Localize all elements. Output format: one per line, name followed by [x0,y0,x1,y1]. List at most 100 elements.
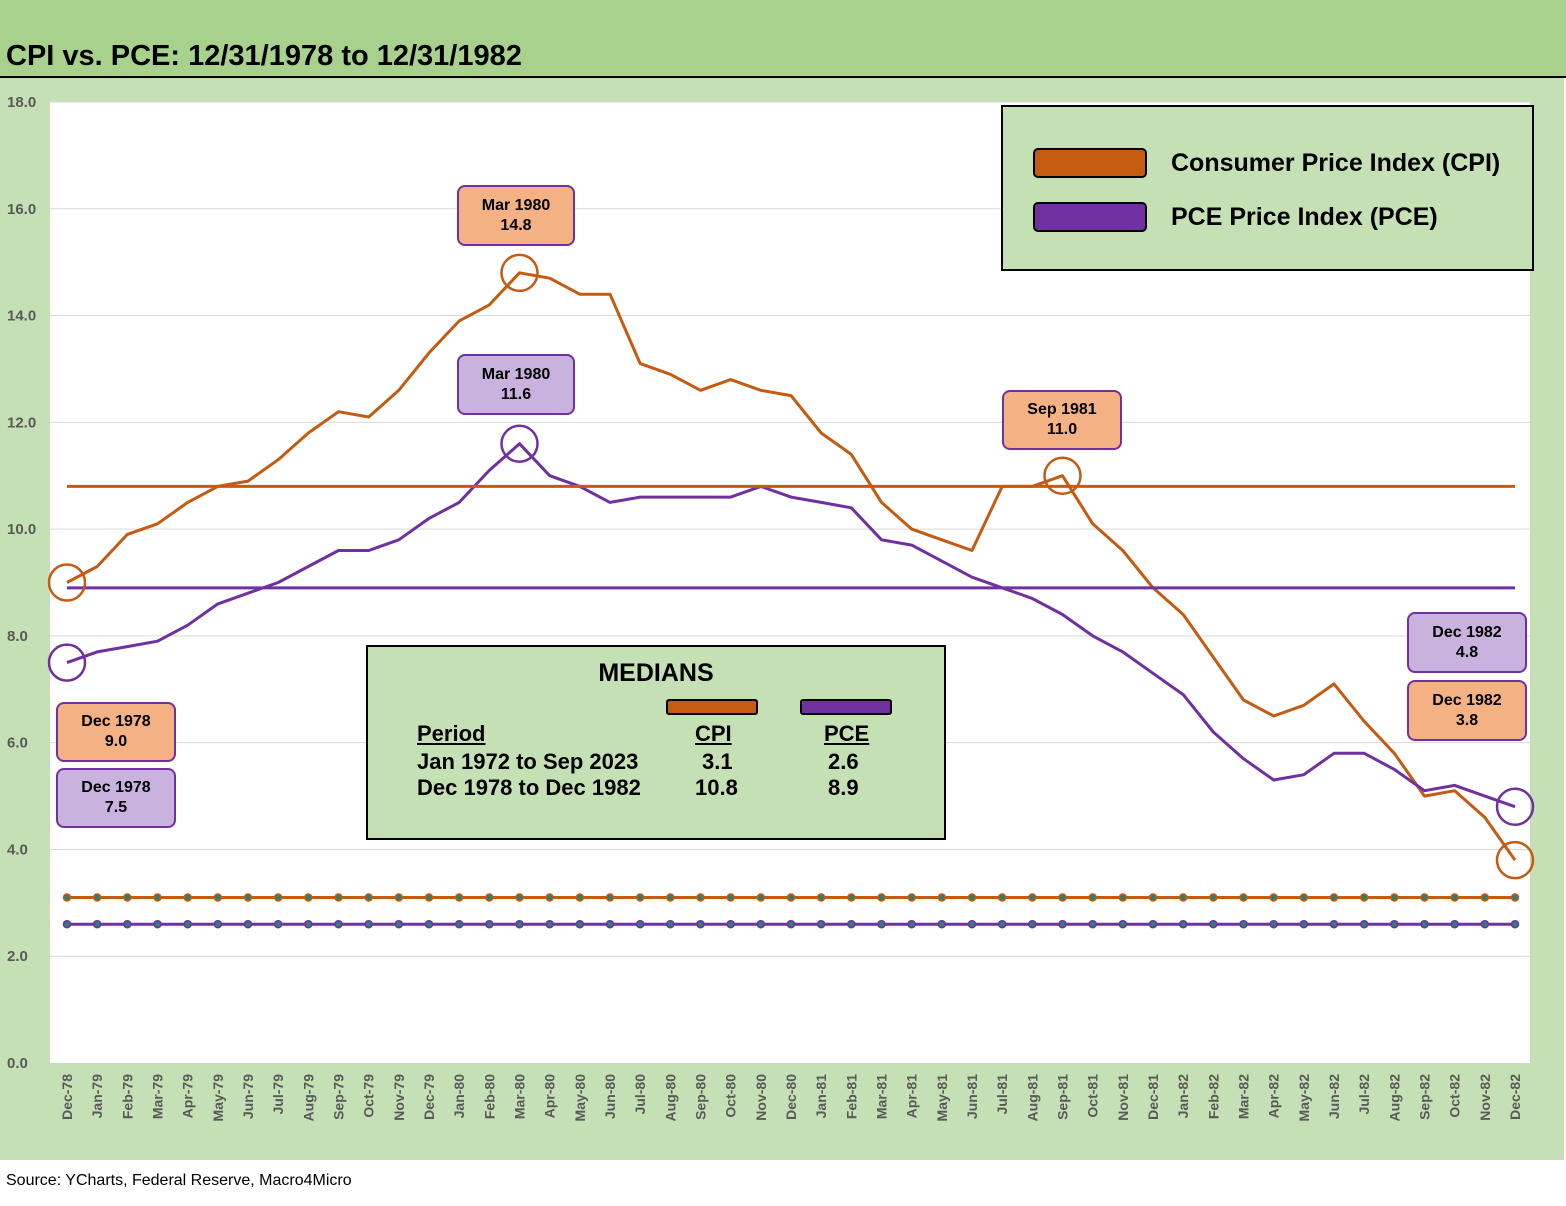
callout-date: Mar 1980 [481,196,551,214]
median-marker [364,919,373,929]
median-marker [726,893,735,902]
chart-title: CPI vs. PCE: 12/31/1978 to 12/31/1982 [6,40,522,72]
median-marker [786,919,796,929]
x-tick-label: Jul-82 [1356,1074,1372,1115]
median-marker [1329,893,1339,902]
x-tick-label: Jan-80 [451,1074,467,1119]
median-marker [1148,893,1158,902]
median-marker [1209,919,1218,929]
x-tick-label: Aug-80 [662,1074,678,1122]
median-marker [907,893,916,902]
x-tick-label: Nov-80 [753,1074,769,1121]
median-marker [515,893,524,902]
x-tick-label: Jul-79 [270,1074,286,1115]
x-tick-label: Jan-82 [1175,1074,1191,1119]
x-tick-label: Mar-80 [512,1074,528,1119]
median-marker [937,893,947,902]
median-marker [1088,919,1097,929]
x-tick-label: May-82 [1296,1074,1312,1122]
median-marker [183,919,192,929]
x-tick-label: Dec-80 [783,1074,799,1120]
callout-value: 9.0 [104,733,128,750]
median-marker [1148,919,1158,929]
median-marker [1299,893,1309,902]
x-tick-label: Dec-79 [421,1074,437,1120]
x-tick-label: Dec-81 [1145,1074,1161,1120]
callout-cpi-sep-1981: Sep 1981 11.0 [1002,390,1122,450]
x-tick-label: Dec-78 [59,1074,75,1120]
callout-value: 3.8 [1455,711,1479,729]
median-marker [1028,893,1037,902]
x-tick-label: Oct-80 [723,1074,739,1118]
median-marker [877,893,886,902]
median-marker [605,919,615,929]
x-tick-label: Jul-80 [632,1074,648,1115]
median-marker [364,893,373,902]
y-tick-label: 12.0 [7,414,36,431]
legend-item-pce: PCE Price Index (PCE) [1033,199,1438,235]
highlight-circle [1495,787,1535,826]
series-line [66,271,1517,861]
median-marker [62,919,72,929]
medians-header-pce: PCE [824,721,870,746]
x-tick-label: Sep-80 [693,1074,709,1120]
callout-value: 14.8 [500,216,532,234]
median-marker [635,919,645,929]
median-marker [575,893,585,902]
y-tick-label: 6.0 [7,735,28,752]
median-marker [1390,893,1399,902]
callout-pce-dec-1982: Dec 1982 4.8 [1407,612,1527,673]
y-tick-label: 18.0 [7,94,36,111]
medians-row-cpi: 3.1 [702,749,733,774]
median-marker [92,919,102,929]
x-tick-label: Oct-81 [1085,1074,1101,1118]
callout-date: Sep 1981 [1027,401,1097,418]
medians-swatch-cpi [666,699,758,715]
median-marker [243,919,253,929]
median-marker [454,919,464,929]
median-marker [1209,893,1218,902]
y-tick-label: 2.0 [7,948,28,965]
callout-value: 7.5 [104,799,128,816]
x-tick-label: Jun-80 [602,1074,618,1119]
median-marker [273,893,283,902]
highlight-circle [47,563,87,602]
callout-date: Dec 1982 [1432,623,1502,641]
legend-swatch-cpi [1033,148,1147,178]
median-marker [816,919,826,929]
legend-item-cpi: Consumer Price Index (CPI) [1033,145,1500,181]
median-marker [153,919,162,929]
callout-date: Dec 1982 [1432,691,1502,709]
y-tick-label: 4.0 [7,841,28,858]
medians-header-cpi: CPI [695,721,732,746]
x-tick-label: Mar-82 [1236,1074,1252,1119]
median-marker [183,893,192,902]
median-marker [1359,893,1369,902]
x-tick-label: Apr-80 [542,1074,558,1119]
median-marker [1088,893,1097,902]
median-marker [213,893,223,902]
median-marker [1058,919,1067,929]
medians-row-period: Jan 1972 to Sep 2023 [417,749,639,774]
title-bar [0,0,1566,78]
x-tick-label: Jun-82 [1326,1074,1342,1119]
median-marker [334,919,343,929]
medians-row-pce: 2.6 [828,749,859,774]
median-marker [424,893,434,902]
median-marker [1058,893,1067,902]
medians-row-pce: 8.9 [828,775,859,800]
x-tick-label: Apr-79 [180,1074,196,1119]
median-marker [1269,893,1278,902]
x-tick-label: Nov-82 [1477,1074,1493,1121]
callout-date: Dec 1978 [81,779,151,796]
x-tick-label: Dec-82 [1507,1074,1523,1120]
median-marker [1480,919,1490,929]
highlight-circle [1043,456,1082,495]
median-marker [847,919,856,929]
median-marker [1178,919,1188,929]
callout-cpi-dec-1978: Dec 1978 9.0 [56,702,176,762]
median-marker [1359,919,1369,929]
x-tick-label: Jan-81 [813,1074,829,1119]
median-marker [696,893,705,902]
median-marker [756,893,766,902]
